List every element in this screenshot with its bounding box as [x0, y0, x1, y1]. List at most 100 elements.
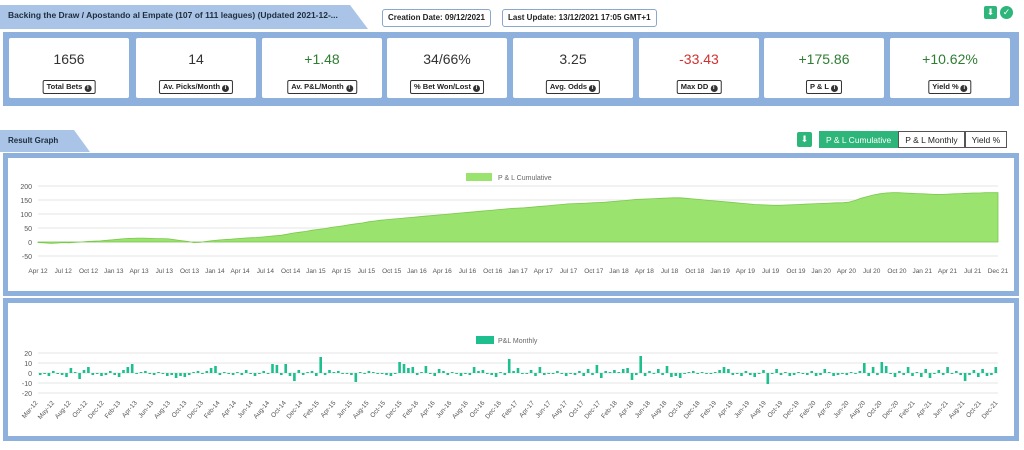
- monthly-bar: [977, 373, 980, 377]
- cumulative-chart-panel: P & L Cumulative 200 150 100 50 0 -50 Apr 12 Jul…: [3, 153, 1019, 296]
- toggle-yield[interactable]: Yield %: [964, 131, 1008, 148]
- info-icon[interactable]: i: [710, 85, 718, 92]
- x-tick-label: Apr-19: [717, 399, 735, 419]
- monthly-bar: [464, 373, 467, 374]
- monthly-bar: [915, 372, 919, 373]
- download-icon[interactable]: ⬇: [984, 6, 997, 19]
- monthly-bar: [503, 373, 507, 375]
- info-icon[interactable]: i: [960, 85, 968, 92]
- monthly-bar: [788, 373, 792, 376]
- x-tick-label: Feb-14: [203, 400, 222, 421]
- stat-value: -33.43: [679, 51, 719, 67]
- monthly-bar: [595, 365, 599, 373]
- monthly-bar: [288, 373, 292, 376]
- monthly-bar: [766, 373, 770, 384]
- stat-label-text: Av. Picks/Month: [162, 82, 221, 91]
- x-tick-label: Dec-21: [981, 400, 1000, 421]
- toggle-pl-cumulative[interactable]: P & L Cumulative: [819, 131, 899, 148]
- x-tick-label: Feb-20: [799, 400, 818, 421]
- monthly-bar: [494, 373, 498, 377]
- stat-label[interactable]: Av. P&L/Month i: [287, 80, 357, 94]
- x-tick-label: Apr 16: [433, 268, 453, 275]
- monthly-bar: [82, 370, 86, 373]
- x-tick-label: Apr 13: [129, 268, 149, 275]
- stat-value: 14: [188, 51, 204, 67]
- download-icon[interactable]: ⬇: [797, 132, 812, 147]
- info-icon[interactable]: i: [345, 85, 353, 92]
- monthly-bar: [560, 373, 564, 374]
- monthly-bar: [718, 370, 721, 373]
- monthly-bar: [201, 373, 204, 374]
- monthly-bar: [823, 369, 827, 373]
- monthly-bar: [836, 373, 840, 375]
- legend-label: P & L Cumulative: [498, 175, 552, 182]
- monthly-bar: [73, 372, 77, 373]
- x-tick-label: Jan 16: [407, 268, 427, 275]
- x-tick-label: Jul 17: [560, 268, 578, 275]
- stat-label[interactable]: Avg. Odds i: [545, 80, 601, 94]
- monthly-bar: [486, 373, 489, 374]
- monthly-bar: [753, 373, 756, 377]
- check-icon[interactable]: ✓: [1000, 6, 1013, 19]
- x-tick-label: Oct 18: [685, 268, 705, 275]
- monthly-bar: [928, 373, 932, 378]
- x-tick-label: Dec-15: [385, 400, 404, 421]
- x-tick-label: Apr 19: [736, 268, 756, 275]
- x-tick-label: Aug-13: [153, 399, 172, 420]
- info-icon[interactable]: i: [831, 85, 839, 92]
- x-tick-label: Dec-19: [782, 400, 801, 421]
- result-graph-label: Result Graph: [8, 136, 59, 145]
- monthly-bar: [104, 373, 108, 375]
- stat-card: +1.48 Av. P&L/Month i: [262, 38, 382, 98]
- x-tick-label: Apr-14: [220, 399, 238, 419]
- monthly-bar: [227, 373, 230, 374]
- x-tick-label: Oct 17: [584, 268, 604, 275]
- legend-swatch: [466, 173, 492, 181]
- monthly-bar: [117, 373, 121, 377]
- monthly-bar: [240, 373, 244, 375]
- y-tick-label: 20: [24, 351, 32, 358]
- monthly-bar: [696, 373, 699, 374]
- info-icon[interactable]: i: [472, 85, 480, 92]
- creation-date: Creation Date: 09/12/2021: [382, 9, 491, 27]
- stat-label[interactable]: Max DD i: [676, 80, 722, 94]
- monthly-bar: [547, 373, 550, 374]
- monthly-bar: [393, 373, 397, 374]
- monthly-bar: [578, 371, 581, 373]
- stat-label[interactable]: Total Bets i: [42, 80, 96, 94]
- monthly-bar: [433, 373, 436, 376]
- monthly-bar: [69, 368, 73, 373]
- y-tick-label: 0: [28, 240, 32, 247]
- x-tick-label: Aug-16: [451, 399, 470, 420]
- x-tick-label: Apr 21: [938, 268, 958, 275]
- stat-label[interactable]: Av. Picks/Month i: [158, 80, 234, 94]
- info-icon[interactable]: i: [84, 85, 92, 92]
- monthly-bar: [262, 371, 265, 373]
- monthly-bar: [376, 373, 379, 374]
- monthly-bar: [884, 366, 888, 373]
- info-icon[interactable]: i: [222, 85, 230, 92]
- stat-value: +175.86: [798, 51, 850, 67]
- x-tick-label: Apr 12: [28, 268, 48, 275]
- stat-card: 3.25 Avg. Odds i: [513, 38, 633, 98]
- monthly-bar: [205, 371, 209, 373]
- x-tick-label: Dec-18: [683, 400, 702, 421]
- monthly-bar: [56, 373, 59, 374]
- monthly-bar: [749, 373, 752, 375]
- monthly-bar: [775, 369, 778, 373]
- toggle-pl-monthly[interactable]: P & L Monthly: [898, 131, 965, 148]
- x-tick-label: Feb-19: [700, 400, 719, 421]
- monthly-bar: [569, 373, 572, 374]
- stat-card: +10.62% Yield % i: [890, 38, 1010, 98]
- monthly-bar: [516, 368, 520, 373]
- monthly-bar: [529, 370, 533, 373]
- info-icon[interactable]: i: [589, 85, 597, 92]
- stat-label[interactable]: Yield % i: [928, 80, 972, 94]
- stat-label[interactable]: % Bet Won/Lost i: [410, 80, 484, 94]
- monthly-bar: [604, 371, 607, 373]
- monthly-bar: [148, 373, 152, 374]
- graph-toggle-group: P & L Cumulative P & L Monthly Yield %: [819, 131, 1008, 148]
- monthly-bar: [135, 373, 138, 374]
